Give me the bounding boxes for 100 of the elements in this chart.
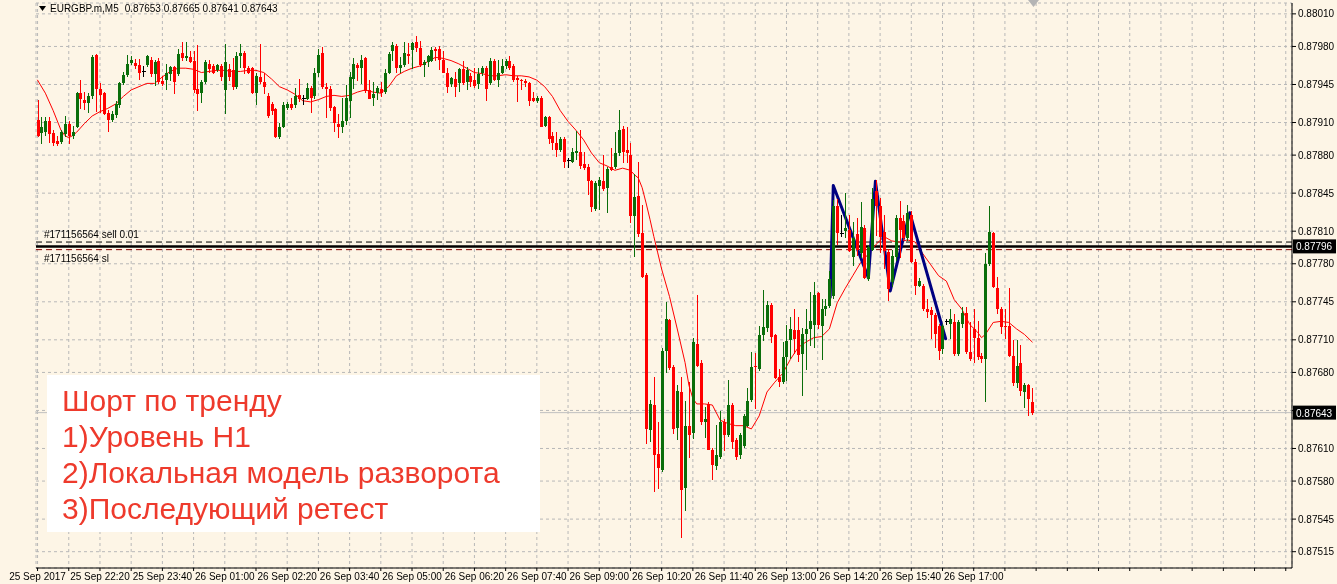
candlestick — [1000, 306, 1003, 335]
candlestick — [87, 92, 90, 114]
candlestick — [914, 258, 917, 296]
x-tick-label: 26 Sep 01:00 — [195, 571, 255, 583]
candlestick — [255, 72, 258, 106]
candlestick — [856, 217, 859, 257]
candlestick — [899, 200, 902, 259]
y-tick-label: 0.87745 — [1298, 296, 1335, 308]
candlestick — [126, 54, 129, 78]
candlestick — [839, 214, 844, 238]
candlestick — [204, 59, 207, 85]
candlestick — [64, 115, 67, 138]
candlestick — [99, 82, 102, 114]
x-tick-label: 26 Sep 03:40 — [319, 571, 380, 583]
x-tick-label: 26 Sep 05:00 — [382, 571, 443, 583]
annotation: Шорт по тренду — [62, 383, 283, 419]
candlestick — [177, 48, 180, 77]
candlestick — [165, 63, 168, 91]
candlestick — [79, 79, 82, 110]
ref-line-label: 0.87643 — [1296, 407, 1333, 419]
candlestick — [68, 120, 71, 145]
candlestick — [154, 59, 157, 87]
candlestick — [341, 97, 344, 134]
y-tick-label: 0.87610 — [1298, 443, 1335, 455]
candlestick — [1027, 383, 1030, 417]
candlestick — [1023, 382, 1026, 409]
y-tick-label: 0.87710 — [1298, 334, 1335, 346]
candlestick — [852, 221, 855, 267]
candlestick — [875, 179, 878, 237]
candlestick — [941, 323, 944, 355]
candlestick — [44, 116, 47, 137]
candlestick — [239, 43, 242, 69]
candlestick — [485, 65, 488, 102]
candlestick — [267, 92, 270, 119]
candlestick — [805, 308, 808, 371]
candlestick — [313, 67, 316, 100]
candlestick — [754, 352, 757, 410]
candlestick — [715, 424, 718, 471]
candlestick — [395, 43, 398, 74]
candlestick — [618, 109, 621, 157]
candlestick — [40, 116, 43, 145]
y-tick-label: 0.87980 — [1298, 41, 1335, 53]
y-tick-label: 0.87945 — [1298, 79, 1335, 91]
candlestick — [977, 320, 980, 361]
ref-line-label: 0.87796 — [1296, 241, 1333, 253]
candlestick — [294, 87, 297, 109]
candlestick — [263, 72, 266, 95]
candlestick — [454, 71, 457, 98]
candlestick — [614, 131, 617, 170]
candlestick — [103, 91, 106, 116]
y-tick-label: 0.87780 — [1298, 258, 1335, 270]
candlestick — [973, 308, 976, 364]
candlestick — [1016, 339, 1019, 389]
candlestick — [711, 447, 714, 481]
candlestick — [403, 41, 406, 68]
candlestick — [606, 166, 609, 214]
candlestick — [1031, 387, 1034, 416]
x-tick-label: 26 Sep 10:20 — [631, 571, 692, 583]
candlestick — [762, 289, 765, 342]
candlestick — [462, 60, 465, 86]
candlestick — [200, 79, 203, 104]
candlestick — [996, 276, 999, 315]
x-tick-label: 26 Sep 13:00 — [756, 571, 817, 583]
candlestick — [555, 131, 558, 158]
candlestick — [411, 41, 414, 70]
candlestick — [785, 324, 788, 382]
y-tick-label: 0.87910 — [1298, 117, 1335, 129]
annotation: 3)Последующий ретест — [62, 491, 390, 527]
x-tick-label: 25 Sep 2017 — [9, 571, 67, 583]
x-tick-label: 26 Sep 14:20 — [819, 571, 880, 583]
candlestick — [83, 91, 86, 111]
candlestick — [793, 308, 796, 355]
candlestick — [360, 54, 363, 85]
candlestick — [372, 81, 375, 107]
candlestick — [579, 129, 582, 170]
x-tick-label: 25 Sep 22:20 — [70, 571, 131, 583]
annotation: 2)Локальная модель разворота — [62, 455, 501, 491]
x-tick-label: 26 Sep 15:40 — [881, 571, 942, 583]
candlestick — [844, 192, 847, 239]
candlestick — [930, 306, 933, 340]
candlestick — [563, 136, 566, 169]
y-tick-label: 0.87845 — [1298, 187, 1335, 199]
candlestick — [602, 154, 605, 192]
candlestick — [789, 316, 792, 360]
candlestick — [48, 116, 51, 144]
candlestick — [497, 59, 500, 88]
x-tick-label: 26 Sep 09:00 — [569, 571, 630, 583]
candlestick — [528, 81, 531, 107]
candlestick — [458, 67, 461, 93]
ref-line-label: #171156564 sell 0.01 — [44, 229, 140, 241]
candlestick — [926, 298, 929, 319]
candlestick — [150, 56, 153, 78]
x-tick-label: 26 Sep 06:20 — [444, 571, 505, 583]
y-tick-label: 0.87580 — [1298, 475, 1335, 487]
candlestick — [310, 85, 313, 114]
candlestick — [384, 68, 387, 95]
candlestick — [282, 101, 285, 129]
y-tick-label: 0.87515 — [1298, 546, 1335, 558]
x-tick-label: 26 Sep 02:20 — [257, 571, 318, 583]
candlestick — [477, 67, 480, 90]
